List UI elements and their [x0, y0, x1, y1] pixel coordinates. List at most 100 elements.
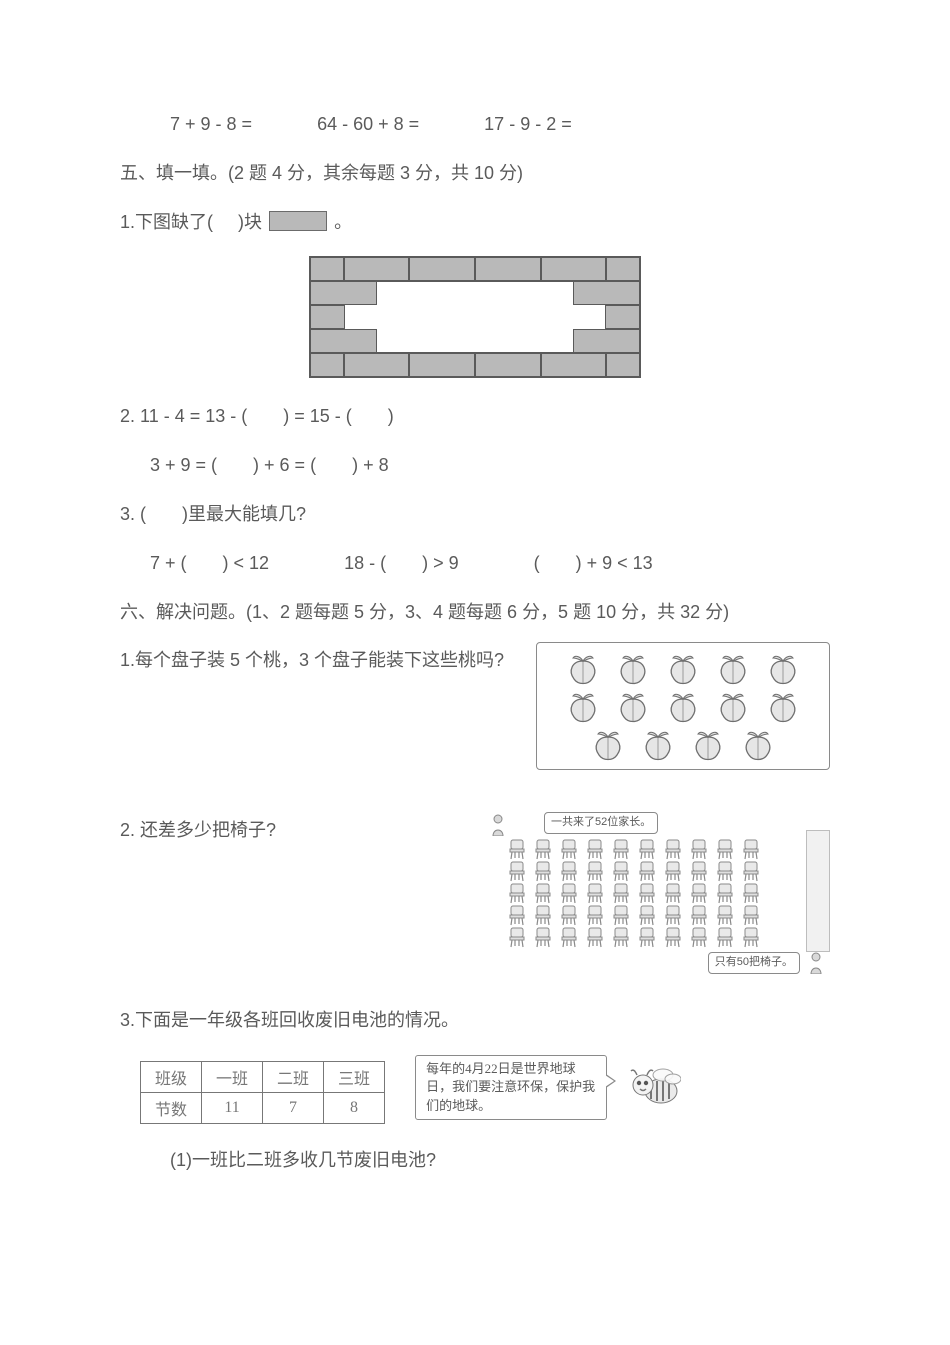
peach-icon: [687, 727, 729, 763]
peach-icon: [662, 651, 704, 687]
chair-icon: [636, 882, 658, 904]
bee-speech: 每年的4月22日是世界地球日，我们要注意环保，保护我们的地球。: [415, 1055, 607, 1120]
chair-icon: [688, 926, 710, 948]
q6-3-row: 班级 一班 二班 三班 节数 11 7 8 每年的4月22日是世界地球日，我们要…: [120, 1055, 830, 1124]
chair-icon: [714, 882, 736, 904]
chair-icon: [532, 882, 554, 904]
chair-icon: [584, 904, 606, 926]
peach-icon: [587, 727, 629, 763]
chair-icon: [740, 882, 762, 904]
brick-wall-diagram: [120, 256, 830, 378]
chair-icon: [662, 926, 684, 948]
chair-icon: [610, 926, 632, 948]
chair-icon: [740, 926, 762, 948]
q5-2-line1: 2. 11 - 4 = 13 - ( ) = 15 - ( ): [120, 402, 830, 431]
equation: 64 - 60 + 8 =: [317, 114, 419, 134]
inequality: 18 - ( ) > 9: [344, 553, 459, 573]
worksheet-page: 7 + 9 - 8 = 64 - 60 + 8 = 17 - 9 - 2 = 五…: [0, 0, 950, 1345]
chair-icon: [662, 838, 684, 860]
chair-icon: [558, 860, 580, 882]
q5-3-prompt: 3. ( )里最大能填几?: [120, 500, 830, 529]
q6-2-text: 2. 还差多少把椅子?: [120, 820, 276, 840]
peach-icon: [562, 651, 604, 687]
peach-icon: [762, 651, 804, 687]
chair-icon: [662, 904, 684, 926]
speech-top: 一共来了52位家长。: [544, 812, 658, 834]
peach-icon: [612, 689, 654, 725]
peach-icon: [737, 727, 779, 763]
chair-icon: [610, 904, 632, 926]
chair-icon: [506, 926, 528, 948]
speech-bottom: 只有50把椅子。: [708, 952, 800, 974]
chair-icon: [584, 926, 606, 948]
peach-icon: [562, 689, 604, 725]
q5-1-prefix: 1.下图缺了(: [120, 212, 213, 232]
chair-icon: [688, 860, 710, 882]
chair-icon: [506, 904, 528, 926]
chair-icon: [506, 860, 528, 882]
chair-icon: [532, 838, 554, 860]
chair-icon: [558, 904, 580, 926]
chair-icon: [506, 838, 528, 860]
chair-icon: [532, 904, 554, 926]
chair-icon: [610, 838, 632, 860]
peach-icon: [712, 651, 754, 687]
q6-2: 一共来了52位家长。 只有50把椅子。 2. 还差多少把椅子?: [120, 816, 830, 986]
table-cell: 8: [324, 1093, 385, 1124]
chair-icon: [610, 860, 632, 882]
section-5-heading: 五、填一填。(2 题 4 分，其余每题 3 分，共 10 分): [120, 159, 830, 188]
chair-icon: [584, 860, 606, 882]
chair-icon: [584, 882, 606, 904]
q6-3-text: 3.下面是一年级各班回收废旧电池的情况。: [120, 1006, 830, 1035]
table-header: 一班: [202, 1062, 263, 1093]
q5-1: 1.下图缺了( )块 。: [120, 208, 830, 237]
small-brick-icon: [269, 211, 327, 231]
chair-icon: [740, 838, 762, 860]
table-header: 班级: [141, 1062, 202, 1093]
inequality: ( ) + 9 < 13: [534, 553, 653, 573]
inequality: 7 + ( ) < 12: [150, 553, 269, 573]
q5-1-mid: )块: [238, 212, 262, 232]
chair-icon: [740, 904, 762, 926]
chair-icon: [532, 860, 554, 882]
table-header: 二班: [263, 1062, 324, 1093]
arith-row: 7 + 9 - 8 = 64 - 60 + 8 = 17 - 9 - 2 =: [120, 110, 830, 139]
peach-icon: [762, 689, 804, 725]
chair-icon: [740, 860, 762, 882]
q6-1-text: 1.每个盘子装 5 个桃，3 个盘子能装下这些桃吗?: [120, 650, 504, 670]
chair-icon: [688, 882, 710, 904]
chair-icon: [636, 838, 658, 860]
peach-illustration: [536, 642, 830, 770]
section-6-heading: 六、解决问题。(1、2 题每题 5 分，3、4 题每题 6 分，5 题 10 分…: [120, 598, 830, 627]
bee-callout: 每年的4月22日是世界地球日，我们要注意环保，保护我们的地球。: [415, 1055, 681, 1120]
chair-icon: [584, 838, 606, 860]
peach-icon: [712, 689, 754, 725]
chair-icon: [636, 860, 658, 882]
table-cell: 节数: [141, 1093, 202, 1124]
equation: 17 - 9 - 2 =: [484, 114, 572, 134]
person-icon: [806, 952, 826, 974]
q6-1: 1.每个盘子装 5 个桃，3 个盘子能装下这些桃吗?: [120, 646, 830, 796]
chair-icon: [662, 860, 684, 882]
chair-icon: [714, 838, 736, 860]
chair-icon: [714, 860, 736, 882]
chair-icon: [558, 882, 580, 904]
chair-icon: [688, 904, 710, 926]
chair-icon: [688, 838, 710, 860]
chairs-illustration: 一共来了52位家长。 只有50把椅子。: [490, 812, 830, 974]
chair-icon: [558, 838, 580, 860]
chair-icon: [636, 926, 658, 948]
equation: 7 + 9 - 8 =: [170, 114, 252, 134]
chair-icon: [714, 926, 736, 948]
q6-3-sub1: (1)一班比二班多收几节废旧电池?: [120, 1146, 830, 1175]
table-cell: 11: [202, 1093, 263, 1124]
battery-table: 班级 一班 二班 三班 节数 11 7 8: [140, 1061, 385, 1124]
chair-icon: [610, 882, 632, 904]
q5-2-line2: 3 + 9 = ( ) + 6 = ( ) + 8: [120, 451, 830, 480]
table-header: 三班: [324, 1062, 385, 1093]
chair-icon: [532, 926, 554, 948]
chair-icon: [714, 904, 736, 926]
q5-3-items: 7 + ( ) < 12 18 - ( ) > 9 ( ) + 9 < 13: [120, 549, 830, 578]
peach-icon: [612, 651, 654, 687]
shelf-icon: [806, 830, 830, 952]
